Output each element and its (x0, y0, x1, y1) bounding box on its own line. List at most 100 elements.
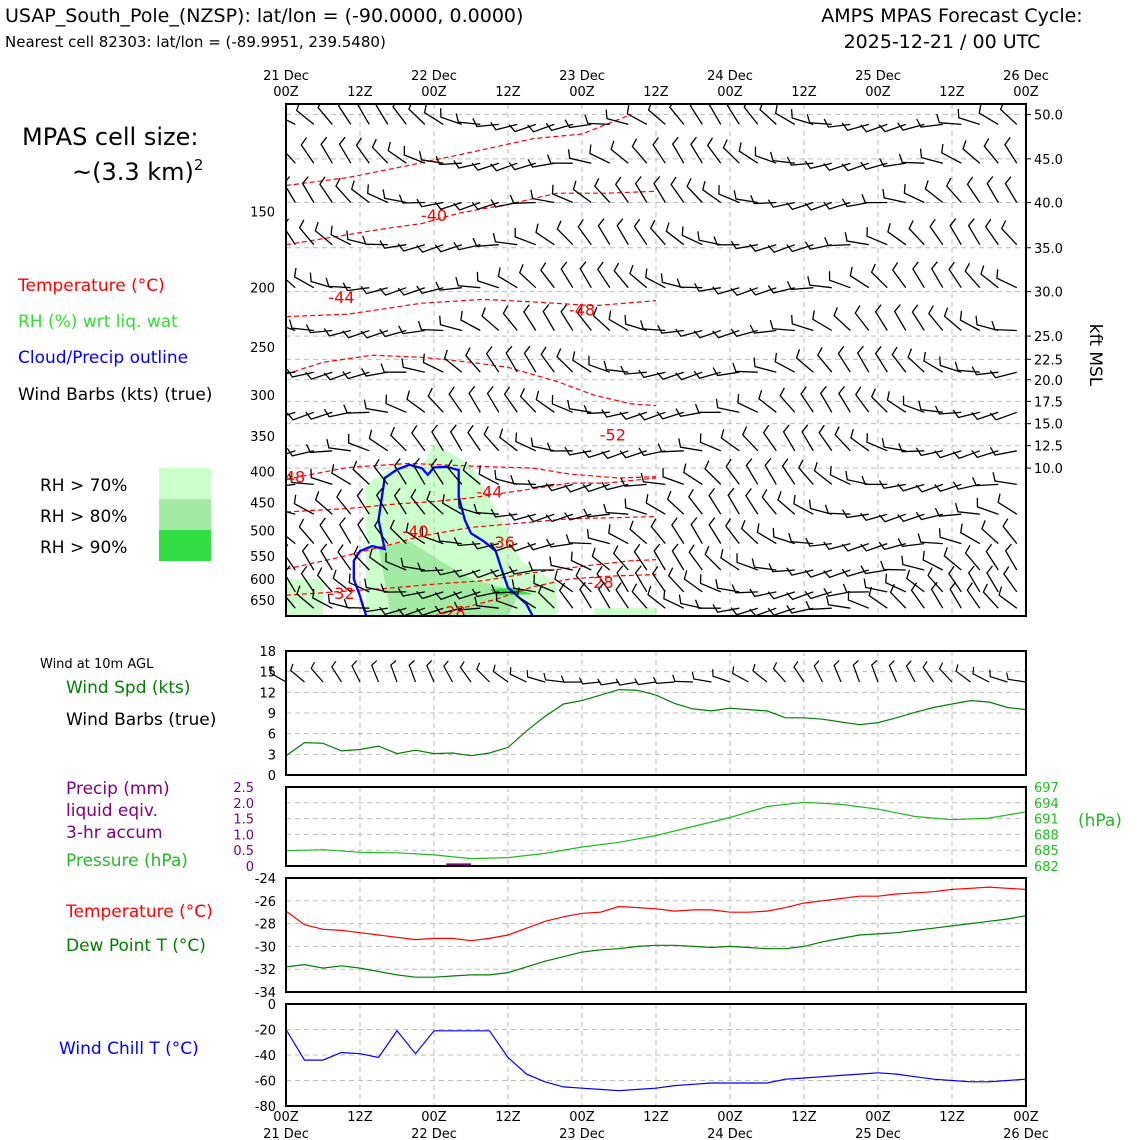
wind-barb (923, 351, 944, 373)
wind-barb (474, 596, 499, 609)
top-date-label: 25 Dec (855, 69, 901, 84)
label-precip-liquid: liquid eqiv. (66, 801, 158, 821)
wind-barb (421, 527, 444, 545)
wind-barb (296, 585, 315, 609)
wind-barb (343, 404, 370, 414)
wind-barb (866, 433, 888, 452)
wind-barb (430, 458, 444, 485)
wind-barb (620, 477, 647, 487)
surface-wind-barb (772, 662, 786, 683)
wind-barb (662, 467, 685, 486)
wind-barb (745, 458, 759, 485)
wind-barb (860, 161, 888, 171)
wind-barb (678, 594, 703, 609)
wind-barb (360, 367, 388, 377)
wind-barb (1000, 220, 1018, 246)
wind-barb (592, 307, 611, 331)
cell-size-exponent: 2 (194, 156, 204, 174)
wind-barb (916, 118, 943, 128)
surface-wind-barb (426, 660, 435, 683)
precip-tick-label: 2.5 (233, 781, 254, 796)
wind-barb (486, 385, 500, 413)
cross-section-frame (285, 103, 1027, 617)
wind-barb (608, 524, 629, 545)
wind-barb (774, 104, 796, 125)
wind-barb (690, 517, 703, 544)
wind-barb (738, 142, 759, 164)
wind-barb (549, 556, 573, 571)
legend-temperature: Temperature (°C) (17, 276, 165, 296)
wind-barb (439, 315, 462, 332)
wind-barb (824, 504, 851, 515)
wind-barb (712, 367, 740, 377)
dewpoint-line (285, 915, 1027, 978)
wind-barb (720, 429, 740, 452)
wind-barb (861, 193, 888, 204)
wind-barb (941, 143, 962, 164)
wind-barb (919, 148, 943, 164)
wind-barb (453, 241, 481, 251)
wind-barb (971, 449, 999, 459)
wind-barb (551, 394, 574, 413)
pressure-tick-label: 200 (250, 282, 275, 297)
precip-bar (446, 863, 471, 867)
wind-barb (681, 226, 703, 246)
wind-barb (874, 345, 888, 373)
rh-legend-swatch (159, 499, 211, 530)
top-date-label: 21 Dec (263, 69, 309, 84)
wind-barb (704, 460, 722, 485)
wind-barb (305, 444, 333, 454)
wind-barb (398, 194, 425, 204)
wind-barb (316, 567, 333, 593)
temperature-contour-label: -52 (600, 426, 626, 445)
temperature-contour-label: -36 (489, 533, 515, 552)
wind-barb (417, 320, 444, 332)
wind-barb (390, 426, 407, 452)
bottom-date-label: 26 Dec (1003, 1127, 1049, 1140)
label-pressure: Pressure (hPa) (66, 851, 188, 871)
wind-barb (612, 545, 629, 571)
wind-barb (767, 244, 796, 253)
wind-barb (337, 104, 352, 125)
wind-barb (633, 218, 648, 246)
wind-barb (346, 230, 370, 246)
wind-barb (690, 136, 703, 164)
wind-barb (293, 494, 315, 515)
surface-wind-barb (852, 660, 861, 683)
wind-barb (823, 201, 851, 210)
wind-barb (985, 543, 999, 571)
wind-barb (770, 151, 795, 164)
wind-barb (455, 113, 481, 126)
wind-barb (653, 176, 666, 203)
wind-chill-tick-label: -20 (255, 1024, 276, 1039)
temperature-contour-label: -44 (328, 288, 354, 307)
wind-barb (983, 138, 999, 164)
wind-barb (523, 345, 537, 373)
wind-barb (645, 494, 666, 515)
wind-barb (732, 362, 758, 373)
wind-barb (589, 144, 611, 164)
wind-barb (879, 158, 906, 168)
wind-barb (986, 176, 999, 203)
wind-barb (726, 104, 740, 125)
wind-barb (427, 387, 444, 413)
wind-barb (733, 190, 758, 204)
temperature-contour-label: -40 (421, 206, 447, 225)
wind-barb (410, 488, 426, 515)
wind-barb (619, 450, 648, 459)
surface-wind-barb (634, 678, 657, 686)
wind-chill-tick-label: 0 (268, 998, 276, 1013)
wind-barb (435, 281, 462, 291)
wind-barb (603, 360, 629, 373)
label-precip-accum: 3-hr accum (66, 823, 163, 843)
wind-barb (490, 508, 518, 518)
surface-wind-barb (972, 666, 990, 683)
wind-barb (603, 503, 629, 515)
surface-wind-barb (833, 660, 842, 683)
surface-wind-barb (351, 660, 361, 683)
wind-barb (467, 424, 481, 452)
surface-wind-barb (905, 660, 916, 683)
wind-barb (718, 185, 740, 204)
wind-barb (556, 348, 574, 373)
wind-barb (854, 305, 870, 331)
